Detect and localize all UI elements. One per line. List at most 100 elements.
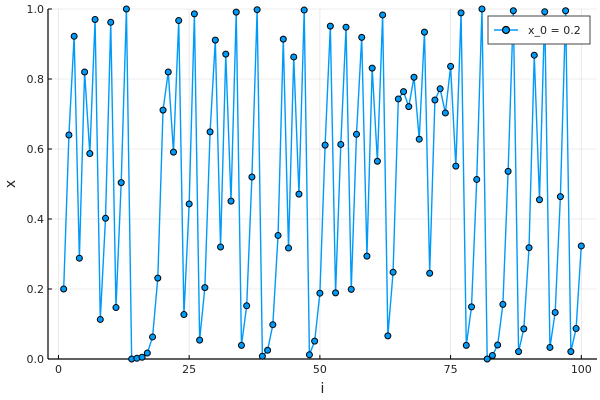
data-point (525, 244, 533, 252)
data-point (316, 289, 324, 297)
data-point (206, 128, 214, 136)
data-point (494, 341, 502, 349)
x-axis-title: i (321, 381, 325, 397)
data-point (264, 346, 272, 354)
data-point (457, 9, 465, 17)
data-point (410, 73, 418, 81)
data-point (102, 214, 110, 222)
data-point (368, 64, 376, 72)
data-point (572, 325, 580, 333)
data-point (426, 269, 434, 277)
data-point (81, 68, 89, 76)
data-point (122, 5, 130, 13)
data-point (196, 336, 204, 344)
data-point (96, 315, 104, 323)
data-point (468, 303, 476, 311)
data-point (452, 162, 460, 170)
data-point (290, 53, 298, 61)
data-point (274, 231, 282, 239)
data-point (149, 333, 157, 341)
data-point (311, 337, 319, 345)
data-point (279, 35, 287, 43)
data-point (300, 6, 308, 14)
data-point (567, 348, 575, 356)
data-point (405, 103, 413, 111)
data-point (107, 18, 115, 26)
data-point (305, 351, 313, 359)
data-point (420, 28, 428, 36)
legend-label: x_0 = 0.2 (528, 24, 581, 37)
data-point (75, 254, 83, 262)
y-axis-title: x (3, 180, 19, 188)
data-point (337, 140, 345, 148)
data-point (379, 11, 387, 19)
data-point (201, 284, 209, 292)
data-point (190, 10, 198, 18)
data-point (185, 200, 193, 208)
data-point (180, 311, 188, 319)
data-point (326, 22, 334, 30)
data-point (143, 349, 151, 357)
data-point (358, 33, 366, 41)
data-point (138, 353, 146, 361)
data-point (520, 325, 528, 333)
y-tick-label: 0.0 (27, 353, 45, 366)
data-point (488, 352, 496, 359)
data-point (243, 302, 251, 310)
series-layer (60, 5, 585, 363)
data-point (530, 51, 538, 59)
x-tick-label: 100 (571, 363, 592, 376)
data-point (394, 95, 402, 103)
data-point (91, 16, 99, 23)
data-point (211, 36, 219, 44)
data-point (342, 23, 350, 31)
data-point (117, 179, 125, 187)
data-point (258, 352, 266, 360)
data-point (504, 167, 512, 175)
y-tick-label: 0.8 (27, 73, 45, 86)
x-tick-label: 75 (444, 363, 458, 376)
data-point (253, 6, 261, 14)
data-point (389, 268, 397, 276)
data-point (447, 62, 455, 70)
data-point (363, 252, 371, 260)
data-point (473, 175, 481, 183)
data-point (227, 197, 235, 205)
data-point (232, 8, 240, 16)
data-point (269, 321, 277, 329)
x-tick-label: 0 (55, 363, 62, 376)
data-point (436, 85, 444, 93)
data-point (60, 285, 68, 293)
y-tick-label: 1.0 (27, 3, 45, 16)
data-point (159, 106, 167, 114)
data-point (546, 343, 554, 351)
y-tick-label: 0.6 (27, 143, 45, 156)
data-point (499, 300, 507, 308)
x-tick-label: 25 (182, 363, 196, 376)
data-point (217, 243, 225, 251)
data-point (478, 5, 486, 13)
data-point (400, 88, 408, 96)
data-point (112, 304, 120, 312)
data-point (347, 285, 355, 293)
data-point (352, 130, 360, 138)
data-point (373, 157, 381, 165)
data-point (86, 150, 94, 158)
data-point (332, 289, 340, 297)
legend-marker-swatch (501, 25, 511, 35)
data-point (70, 32, 78, 40)
y-tick-label: 0.4 (27, 213, 45, 226)
tick-labels: 0 25 50 75 100 0.0 0.2 0.4 0.6 0.8 1.0 (27, 3, 592, 376)
data-point (295, 190, 303, 198)
data-point (65, 131, 73, 139)
data-point (237, 341, 245, 349)
data-point (384, 332, 392, 340)
data-point (535, 196, 543, 204)
data-point (441, 109, 449, 117)
data-point (431, 96, 439, 104)
data-point (248, 173, 256, 181)
data-point (154, 274, 162, 282)
data-point (462, 341, 470, 349)
data-point (515, 348, 523, 356)
